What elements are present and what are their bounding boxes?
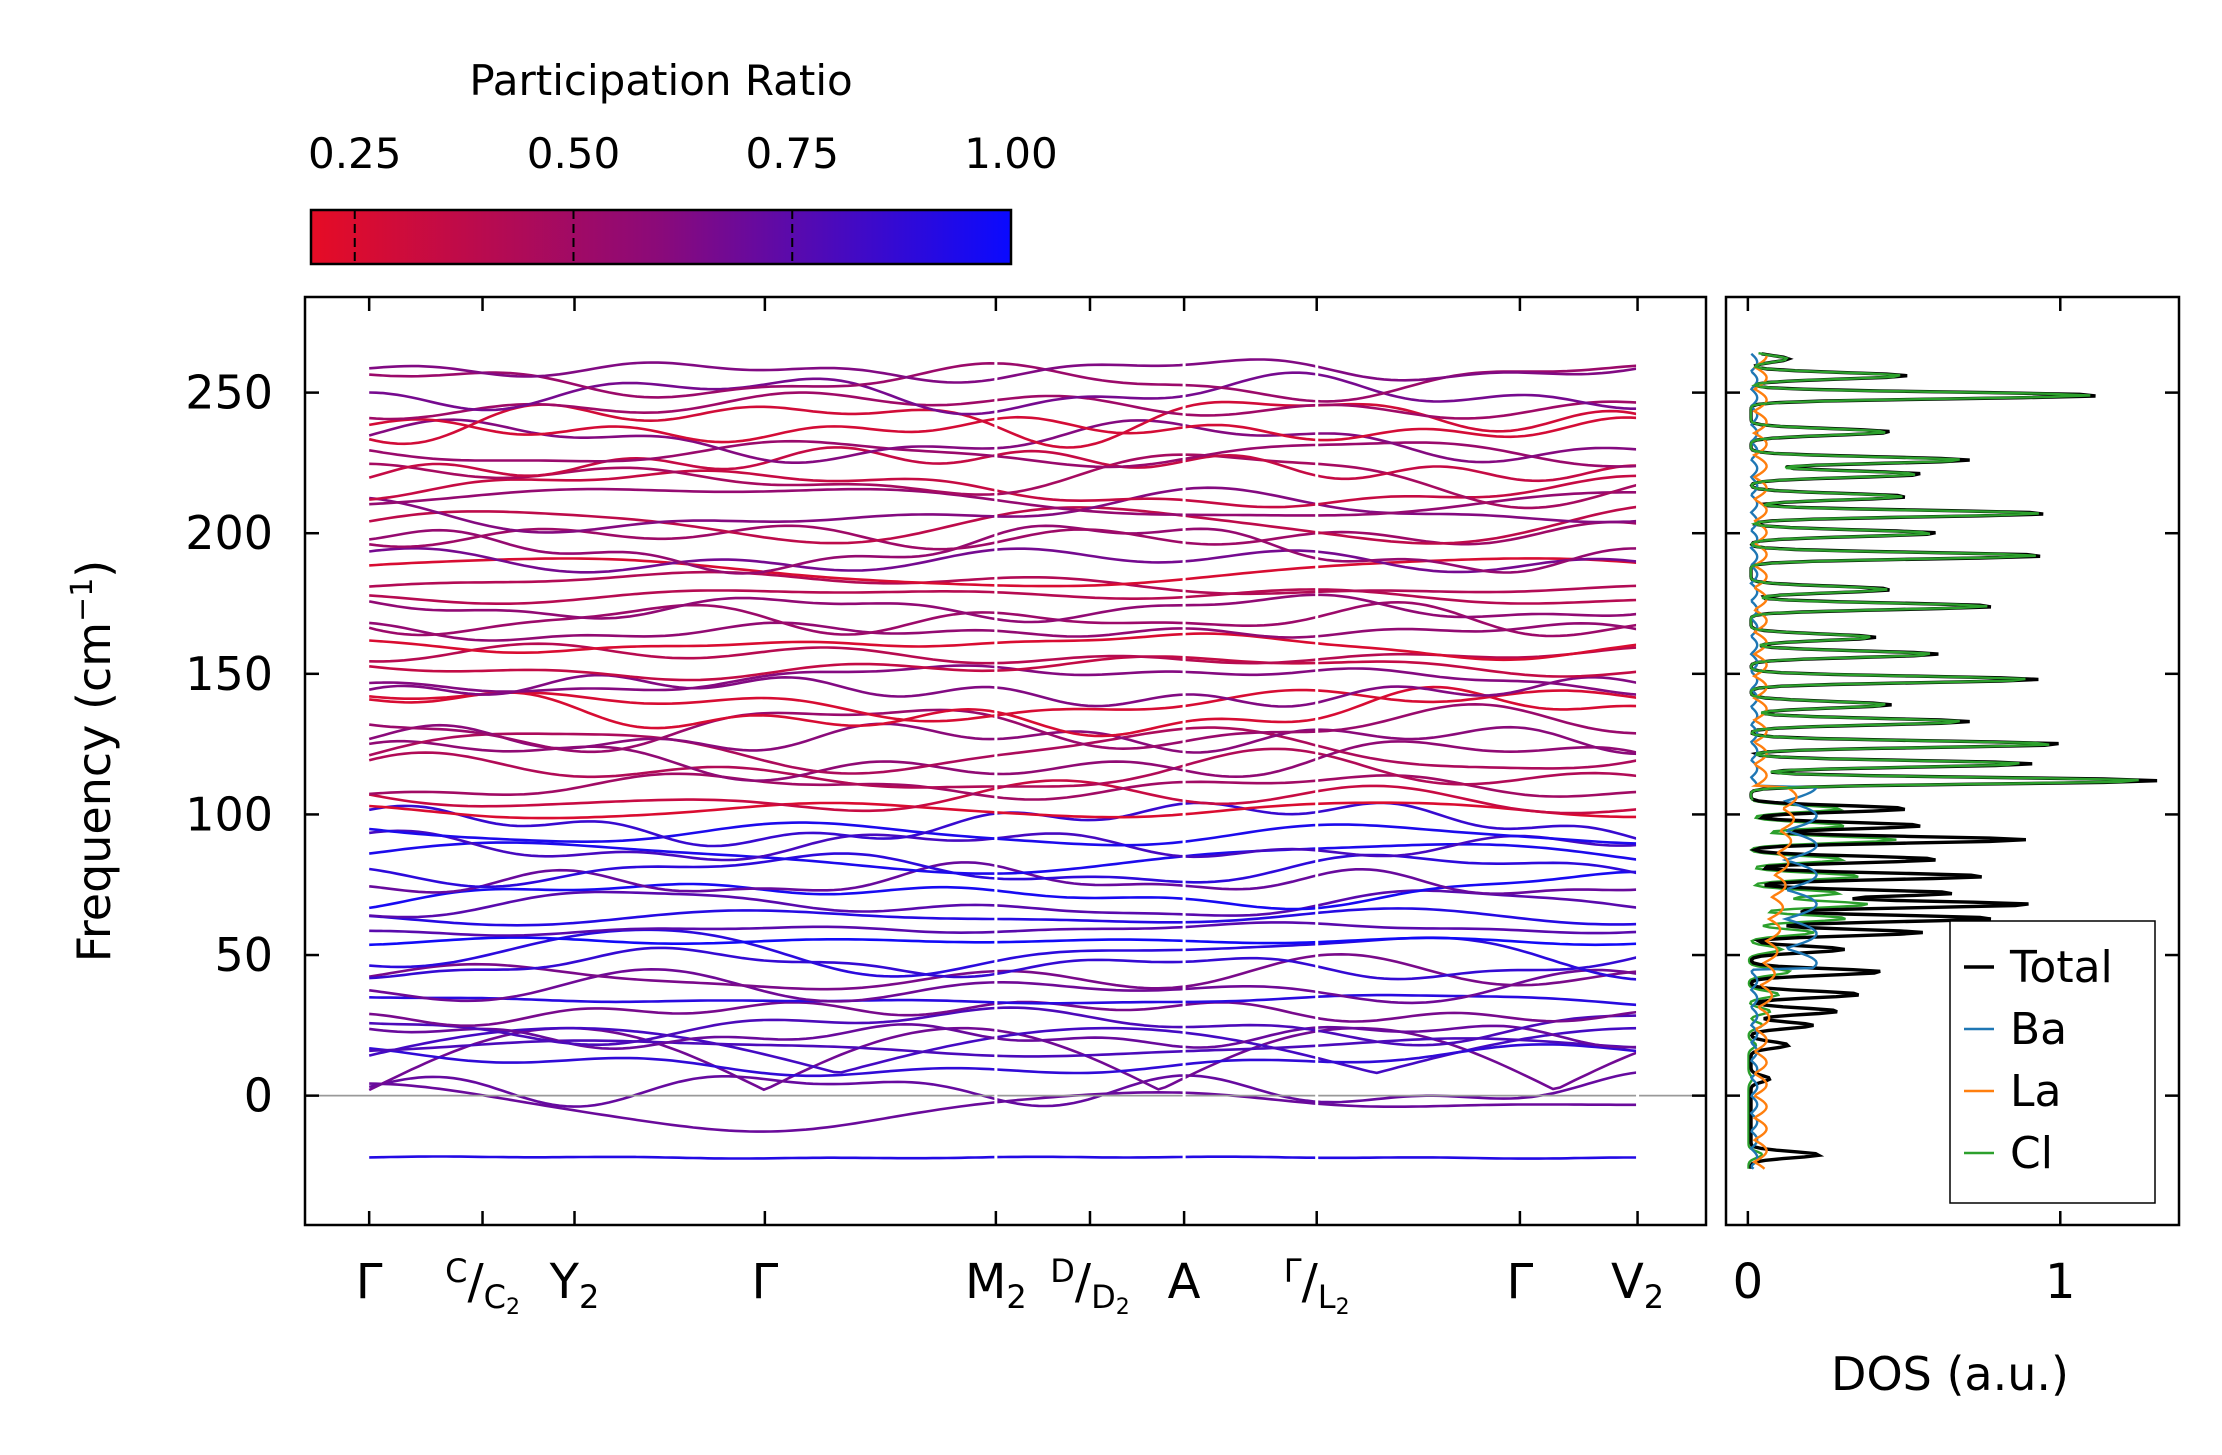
dos-x-tick-label: 0 bbox=[1733, 1254, 1764, 1310]
phonon-band bbox=[369, 1155, 1638, 1160]
dos-curve-ba bbox=[1749, 352, 1819, 1170]
phonon-band bbox=[368, 415, 1638, 444]
phonon-band bbox=[369, 524, 1638, 575]
phonon-band bbox=[369, 702, 1638, 754]
k-point-label: Γ bbox=[1507, 1254, 1534, 1310]
phonon-band bbox=[369, 547, 1638, 574]
phonon-band bbox=[369, 570, 1638, 596]
phonon-band bbox=[369, 772, 1638, 801]
phonon-band bbox=[368, 593, 1638, 624]
k-point-label: A bbox=[1168, 1254, 1201, 1310]
phonon-band bbox=[368, 726, 1638, 775]
y-tick-label: 200 bbox=[185, 506, 273, 560]
phonon-band bbox=[369, 391, 1638, 421]
k-point-label: Γ bbox=[356, 1254, 383, 1310]
dos-x-axis-label: DOS (a.u.) bbox=[1831, 1347, 2069, 1401]
legend-label-total: Total bbox=[2009, 942, 2113, 993]
phonon-band bbox=[369, 889, 1638, 919]
phonon-band bbox=[369, 520, 1638, 551]
phonon-band bbox=[369, 1082, 1638, 1133]
phonon-band bbox=[369, 453, 1638, 510]
phonon-band bbox=[369, 861, 1638, 896]
phonon-band bbox=[369, 921, 1638, 937]
k-point-label: Γ/L2 bbox=[1284, 1252, 1350, 1320]
phonon-band bbox=[369, 946, 1638, 981]
phonon-band bbox=[369, 487, 1638, 517]
phonon-band bbox=[369, 907, 1638, 927]
legend-label-la: La bbox=[2010, 1066, 2061, 1117]
phonon-band bbox=[369, 655, 1638, 682]
phonon-band bbox=[369, 1000, 1638, 1027]
phonon-band bbox=[368, 400, 1638, 449]
phonon-band bbox=[368, 673, 1638, 708]
dos-x-tick-label: 1 bbox=[2045, 1254, 2076, 1310]
phonon-band bbox=[368, 722, 1638, 756]
phonon-band bbox=[369, 371, 1638, 416]
k-point-label: M2 bbox=[965, 1254, 1027, 1316]
phonon-band bbox=[369, 852, 1638, 889]
colorbar-tick-label: 0.75 bbox=[745, 129, 839, 178]
phonon-band bbox=[369, 841, 1638, 875]
y-tick-label: 0 bbox=[244, 1069, 273, 1123]
y-tick-label: 150 bbox=[185, 647, 273, 701]
y-axis-label: Frequency (cm−1) bbox=[65, 560, 121, 963]
phonon-band bbox=[369, 664, 1638, 696]
phonon-band bbox=[368, 439, 1638, 469]
phonon-band bbox=[368, 1026, 1638, 1075]
phonon-band bbox=[369, 829, 1638, 862]
phonon-band bbox=[369, 1043, 1638, 1078]
phonon-band bbox=[369, 1037, 1638, 1058]
legend-label-cl: Cl bbox=[2010, 1128, 2053, 1179]
phonon-band bbox=[369, 588, 1638, 605]
legend: Total Ba La Cl bbox=[1949, 920, 2156, 1204]
phonon-band bbox=[369, 993, 1638, 1007]
phonon-band bbox=[368, 446, 1638, 483]
phonon-band bbox=[369, 936, 1638, 947]
colorbar-tick-label: 0.25 bbox=[308, 129, 402, 178]
phonon-band bbox=[369, 688, 1638, 723]
phonon-band bbox=[369, 621, 1638, 642]
phonon-band bbox=[369, 967, 1638, 1005]
phonon-band bbox=[368, 418, 1638, 464]
phonon-band bbox=[368, 505, 1638, 545]
y-tick-label: 250 bbox=[185, 366, 273, 420]
phonon-band bbox=[369, 358, 1638, 384]
k-point-label: Γ bbox=[751, 1254, 778, 1310]
y-tick-label: 50 bbox=[214, 928, 273, 982]
colorbar-label: Participation Ratio bbox=[469, 56, 852, 105]
colorbar-tick-label: 1.00 bbox=[964, 129, 1058, 178]
dos-plot-frame bbox=[1724, 295, 2181, 1227]
k-point-label: Y2 bbox=[549, 1254, 600, 1316]
k-point-label: D/D2 bbox=[1050, 1252, 1129, 1320]
colorbar: Participation Ratio 0.25 0.50 0.75 1.00 bbox=[308, 56, 1058, 266]
k-point-label: V2 bbox=[1611, 1254, 1664, 1316]
phonon-band bbox=[369, 1006, 1638, 1047]
phonon-band bbox=[369, 801, 1638, 820]
colorbar-gradient bbox=[309, 208, 1013, 266]
phonon-band bbox=[368, 1071, 1638, 1108]
phonon-band bbox=[368, 747, 1638, 789]
phonon-band bbox=[369, 821, 1638, 847]
legend-label-ba: Ba bbox=[2010, 1004, 2067, 1055]
phonon-band bbox=[369, 642, 1638, 665]
band-structure-panel: 0 50 100 150 200 250 Γ C/C2 Y2 Γ M2 D/D2 A Γ/L2 Γ V2 F… bbox=[65, 295, 1708, 1320]
phonon-band bbox=[369, 469, 1638, 509]
phonon-band bbox=[369, 486, 1638, 534]
colorbar-tick-label: 0.50 bbox=[527, 129, 621, 178]
phonon-band bbox=[369, 632, 1638, 662]
dos-panel: 0 1 DOS (a.u.) Total Ba La Cl bbox=[1724, 295, 2181, 1401]
phonon-band bbox=[368, 952, 1638, 991]
phonon-band bbox=[369, 361, 1638, 403]
y-tick-label: 100 bbox=[185, 787, 273, 841]
phonon-band bbox=[368, 870, 1638, 911]
band-plot-frame bbox=[303, 295, 1708, 1227]
dos-curve-cl-overlay bbox=[1749, 352, 2139, 801]
k-point-label: C/C2 bbox=[445, 1252, 520, 1320]
